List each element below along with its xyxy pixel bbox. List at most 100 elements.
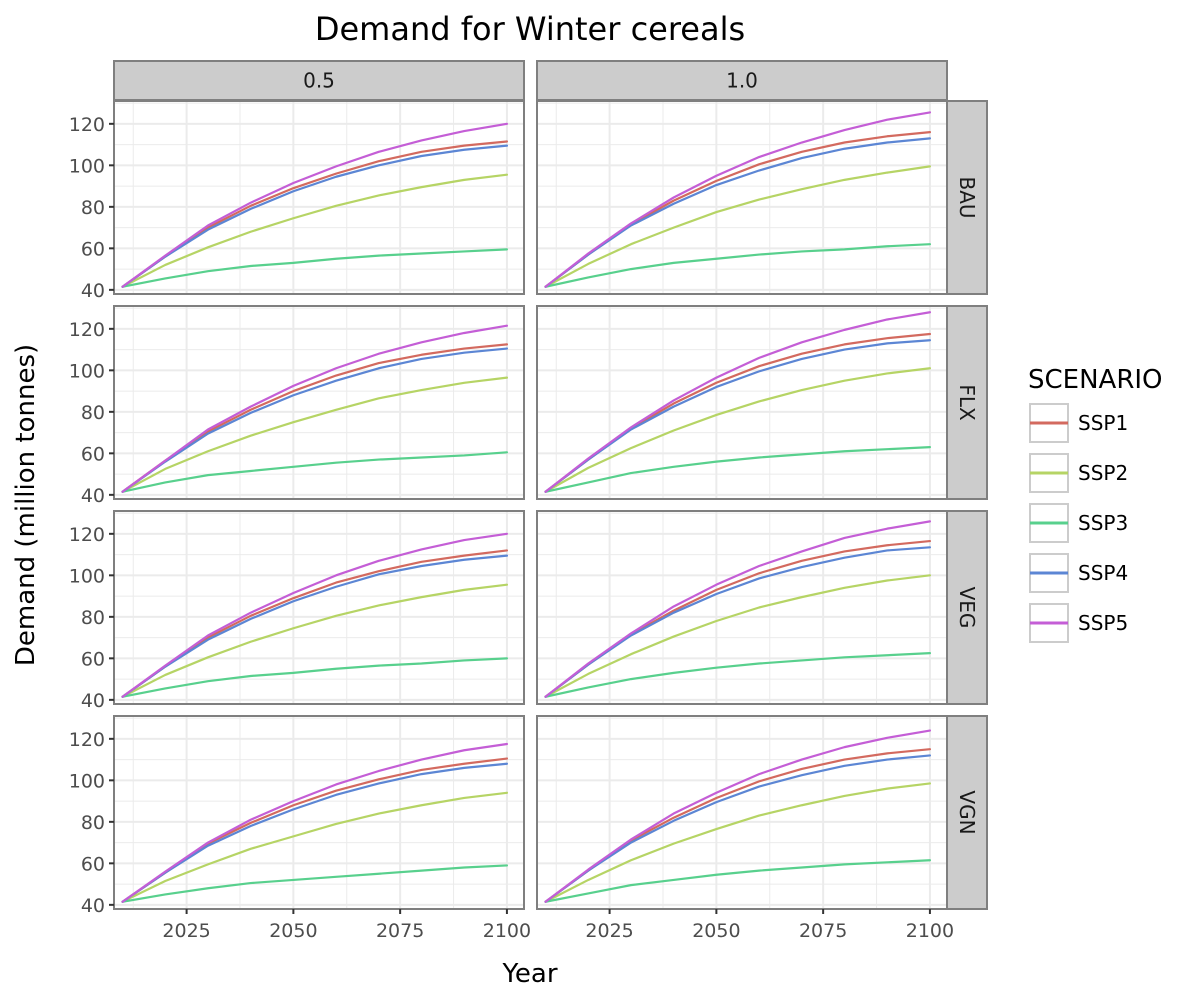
legend-label: SSP2 <box>1078 461 1128 485</box>
legend-item-ssp5: SSP5 <box>1029 603 1128 643</box>
series-line-ssp4 <box>121 762 509 903</box>
facet-strip-row-FLX <box>946 305 988 500</box>
series-line-ssp3 <box>121 864 509 903</box>
series-line-ssp3 <box>544 859 932 903</box>
panel-border <box>536 100 948 295</box>
panel-border <box>113 510 525 705</box>
x-tick-label: 2075 <box>376 920 424 942</box>
y-tick-label: 80 <box>81 812 105 834</box>
y-tick-label: 40 <box>81 895 105 917</box>
series-line-ssp5 <box>544 311 932 493</box>
series-line-ssp3 <box>544 243 932 288</box>
facet-strip-col-1.0 <box>536 60 948 101</box>
series-line-ssp5 <box>544 729 932 903</box>
series-line-ssp4 <box>544 339 932 493</box>
x-tick-label: 2050 <box>269 920 317 942</box>
series-line-ssp2 <box>121 173 509 288</box>
panel-FLX-0.5 <box>113 305 525 500</box>
series-line-ssp4 <box>121 347 509 493</box>
panel-background <box>537 101 947 294</box>
series-line-ssp3 <box>121 451 509 493</box>
series-line-ssp5 <box>544 520 932 698</box>
legend-label: SSP3 <box>1078 511 1128 535</box>
series-line-ssp2 <box>121 791 509 903</box>
y-tick-label: 40 <box>81 690 105 712</box>
y-tick-label: 60 <box>81 443 105 465</box>
series-line-ssp4 <box>544 754 932 903</box>
facet-strip-row-label: FLX <box>955 384 979 421</box>
series-line-ssp5 <box>121 324 509 493</box>
y-axis-title: Demand (million tonnes) <box>11 344 41 666</box>
y-tick-label: 120 <box>69 114 105 136</box>
series-line-ssp3 <box>544 446 932 493</box>
panel-background <box>537 716 947 909</box>
panel-border <box>536 510 948 705</box>
x-axis-title: Year <box>501 959 557 989</box>
panel-border <box>536 305 948 500</box>
legend-label: SSP5 <box>1078 611 1128 635</box>
series-line-ssp4 <box>121 144 509 288</box>
panel-VGN-1.0 <box>536 715 948 910</box>
series-line-ssp2 <box>121 376 509 493</box>
panel-border <box>113 100 525 295</box>
panel-VEG-1.0 <box>536 510 948 705</box>
y-tick-label: 120 <box>69 524 105 546</box>
panel-background <box>537 306 947 499</box>
panel-border <box>113 305 525 500</box>
panel-background <box>114 716 524 909</box>
series-line-ssp2 <box>544 782 932 903</box>
series-line-ssp2 <box>544 165 932 288</box>
y-tick-label: 80 <box>81 197 105 219</box>
panel-BAU-0.5 <box>113 100 525 295</box>
y-tick-label: 80 <box>81 607 105 629</box>
legend-item-ssp1: SSP1 <box>1029 403 1128 443</box>
facet-strip-row-label: VEG <box>955 587 979 629</box>
chart-title: Demand for Winter cereals <box>315 10 745 48</box>
panel-BAU-1.0 <box>536 100 948 295</box>
x-tick-label: 2025 <box>162 920 210 942</box>
y-tick-label: 60 <box>81 648 105 670</box>
y-tick-label: 120 <box>69 319 105 341</box>
legend-item-ssp3: SSP3 <box>1029 503 1128 543</box>
panel-border <box>113 715 525 910</box>
y-tick-label: 100 <box>69 360 105 382</box>
y-tick-label: 80 <box>81 402 105 424</box>
facet-strip-row-BAU <box>946 100 988 295</box>
series-line-ssp2 <box>544 367 932 493</box>
panel-FLX-1.0 <box>536 305 948 500</box>
facet-strip-row-label: BAU <box>955 176 979 218</box>
panel-background <box>114 306 524 499</box>
y-tick-label: 60 <box>81 238 105 260</box>
series-line-ssp3 <box>121 248 509 288</box>
panel-background <box>114 511 524 704</box>
facet-strip-col-0.5 <box>113 60 525 101</box>
y-tick-label: 40 <box>81 280 105 302</box>
y-tick-label: 40 <box>81 485 105 507</box>
series-line-ssp4 <box>121 554 509 698</box>
facet-strip-col-label: 1.0 <box>726 69 758 93</box>
series-line-ssp4 <box>544 137 932 288</box>
panel-background <box>114 101 524 294</box>
series-line-ssp5 <box>544 111 932 288</box>
series-line-ssp2 <box>121 583 509 698</box>
panel-VGN-0.5 <box>113 715 525 910</box>
y-tick-label: 60 <box>81 853 105 875</box>
panel-background <box>537 511 947 704</box>
legend-title: SCENARIO <box>1028 365 1163 395</box>
y-tick-label: 120 <box>69 729 105 751</box>
series-line-ssp5 <box>121 122 509 288</box>
series-line-ssp5 <box>121 742 509 903</box>
y-tick-label: 100 <box>69 770 105 792</box>
x-tick-label: 2100 <box>906 920 954 942</box>
x-tick-label: 2025 <box>585 920 633 942</box>
y-tick-label: 100 <box>69 155 105 177</box>
facet-strip-col-label: 0.5 <box>303 69 335 93</box>
facet-strip-row-label: VGN <box>955 790 979 834</box>
x-tick-label: 2050 <box>692 920 740 942</box>
facet-strip-row-VEG <box>946 510 988 705</box>
y-tick-label: 100 <box>69 565 105 587</box>
series-line-ssp3 <box>544 652 932 698</box>
legend-item-ssp2: SSP2 <box>1029 453 1128 493</box>
x-tick-label: 2100 <box>483 920 531 942</box>
